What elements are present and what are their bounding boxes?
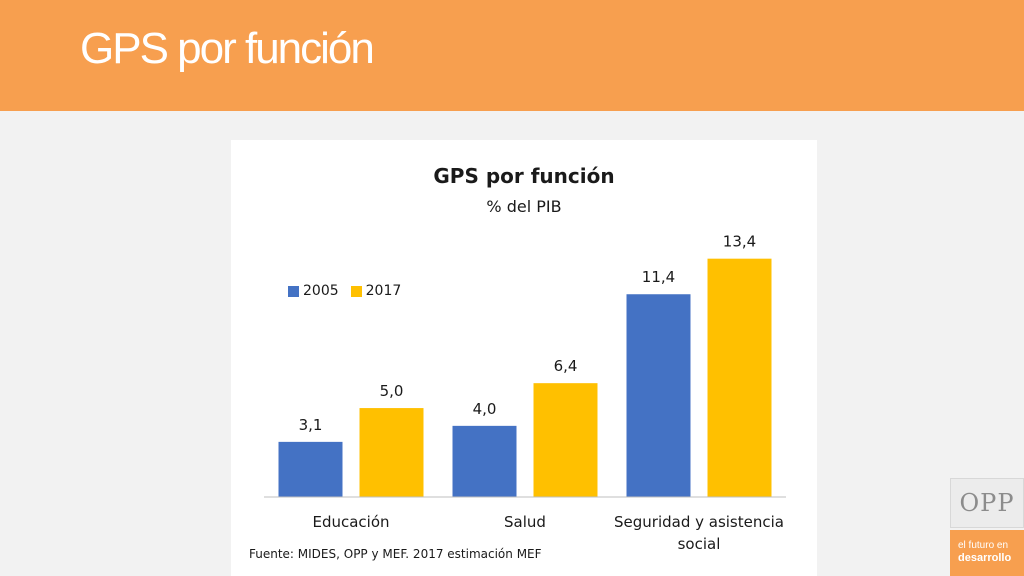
legend-swatch-2017 xyxy=(350,285,362,297)
bar-2017-2 xyxy=(707,258,772,497)
category-label-1: Salud xyxy=(504,513,546,531)
opp-logo: OPP xyxy=(950,478,1024,528)
tagline-badge: el futuro en desarrollo xyxy=(950,530,1024,576)
chart-legend: 2005 2017 xyxy=(288,283,409,299)
chart-card: 3,1 5,0 Educación 4,0 6,4 Salud 11,4 13,4 Seguri… xyxy=(231,140,817,576)
bar-2005-2 xyxy=(626,294,691,497)
header-bar: GPS por función xyxy=(0,0,1024,111)
data-label-2017-2: 13,4 xyxy=(723,233,756,251)
category-label-0: Educación xyxy=(312,513,389,531)
data-label-2005-0: 3,1 xyxy=(299,416,323,434)
category-label-2: Seguridad y asistencia social xyxy=(614,513,784,553)
tagline-line1: el futuro en xyxy=(958,540,1009,551)
data-label-2017-0: 5,0 xyxy=(380,382,404,400)
bar-2005-1 xyxy=(452,425,517,497)
bar-chart: 3,1 5,0 Educación 4,0 6,4 Salud 11,4 13,4 Seguri… xyxy=(264,233,786,553)
legend-item-2017: 2017 xyxy=(350,283,402,299)
opp-logo-text: OPP xyxy=(959,489,1015,517)
data-label-2005-2: 11,4 xyxy=(642,268,675,286)
legend-label-2005: 2005 xyxy=(303,283,339,299)
bar-2005-0 xyxy=(278,441,343,497)
bar-2017-1 xyxy=(533,383,598,497)
chart-subtitle: % del PIB xyxy=(486,197,562,216)
tagline-line2: desarrollo xyxy=(958,552,1012,564)
data-label-2017-1: 6,4 xyxy=(554,357,578,375)
legend-item-2005: 2005 xyxy=(288,283,339,299)
page-title: GPS por función xyxy=(80,24,375,73)
bar-2017-0 xyxy=(359,408,424,497)
data-label-2005-1: 4,0 xyxy=(473,400,497,418)
chart-source: Fuente: MIDES, OPP y MEF. 2017 estimació… xyxy=(249,547,542,561)
legend-swatch-2005 xyxy=(288,285,299,297)
chart-title: GPS por función xyxy=(433,164,615,188)
legend-label-2017: 2017 xyxy=(365,283,402,299)
